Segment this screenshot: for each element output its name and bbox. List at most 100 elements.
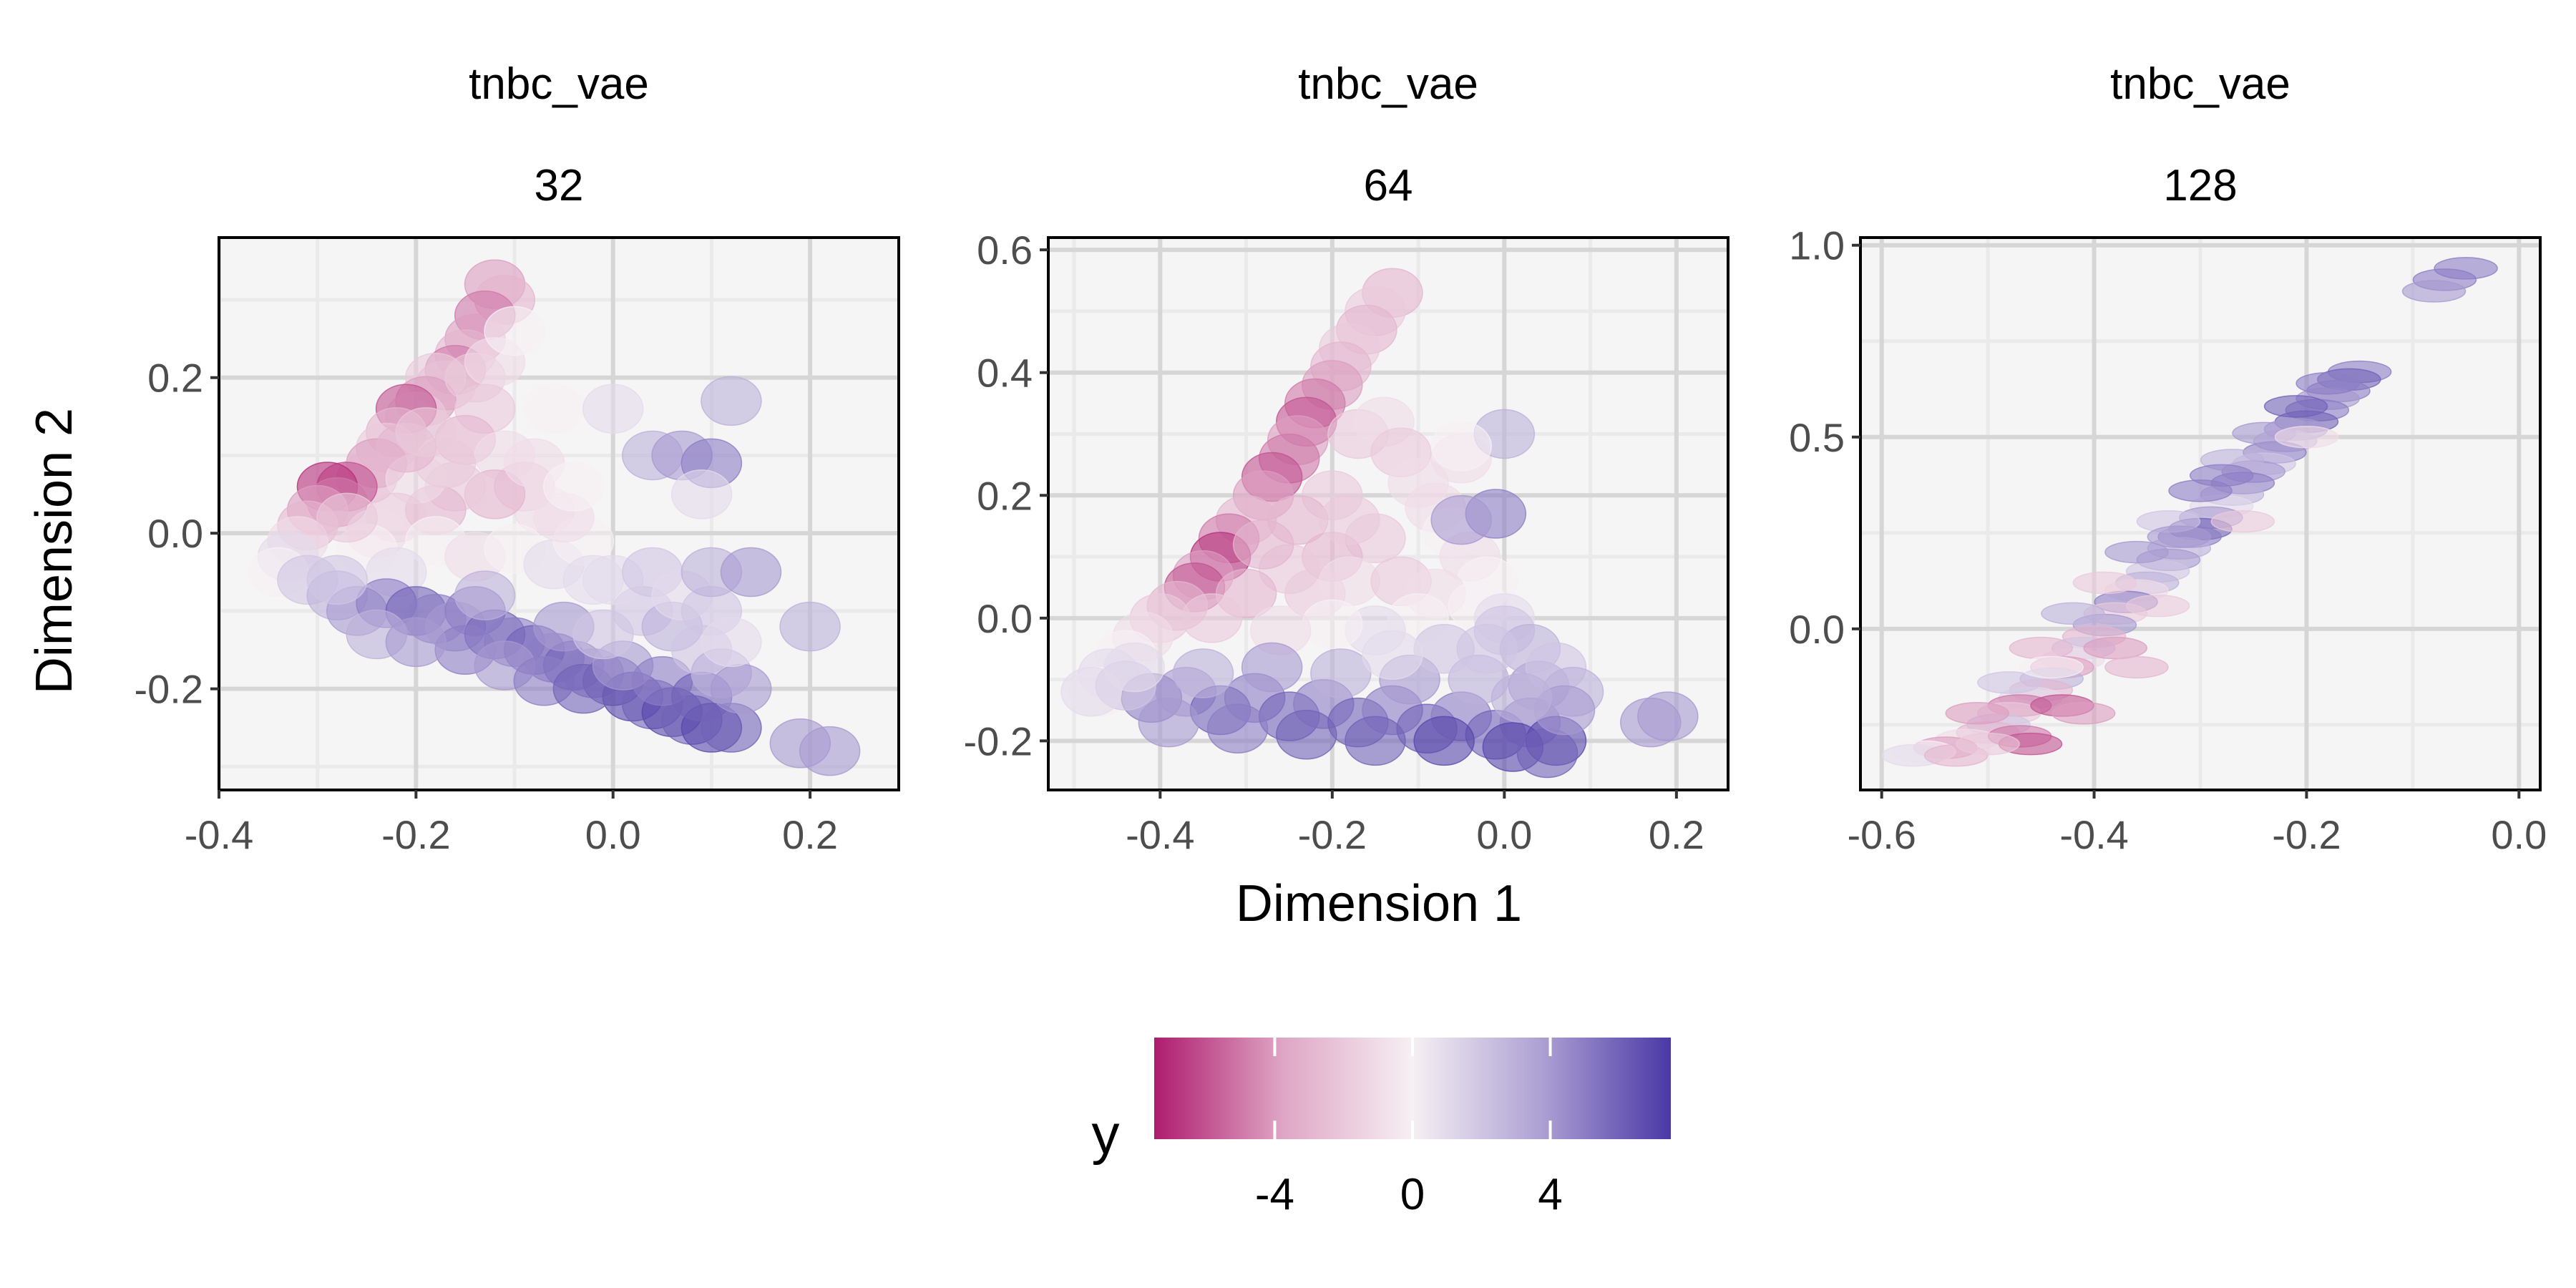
data-point (316, 492, 378, 543)
data-point (484, 306, 545, 356)
data-point (1138, 697, 1200, 748)
data-point (779, 601, 841, 652)
legend-ticks: -4 0 4 (1255, 1038, 1563, 1219)
color-legend: y -4 0 4 (1092, 1038, 1671, 1219)
data-point (2274, 426, 2339, 449)
data-point (1172, 648, 1234, 698)
strip-label-dim: 32 (535, 161, 584, 210)
strip-label-model: tnbc_vae (1298, 59, 1478, 109)
data-point (701, 376, 762, 426)
x-tick-label: -0.6 (1847, 812, 1916, 857)
data-point (1345, 716, 1406, 766)
y-tick-label: 0.4 (977, 351, 1033, 396)
data-point (2104, 540, 2169, 564)
data-point (1103, 642, 1166, 693)
data-point (2041, 602, 2105, 625)
data-point (1430, 421, 1492, 472)
y-tick-label: 0.0 (977, 596, 1033, 641)
data-point (1319, 494, 1380, 545)
panel-32: tnbc_vae 32 -0.4 -0.2 0.0 0.2 -0.2 0.0 0.2 (135, 59, 900, 857)
y-tick-label: 1.0 (1789, 223, 1845, 268)
data-point (1241, 642, 1303, 693)
x-tick-label: 0.2 (782, 812, 838, 857)
data-point (2147, 525, 2212, 548)
x-tick-label: 0.0 (1476, 812, 1532, 857)
legend-tick-label: 0 (1400, 1170, 1425, 1219)
data-point (2189, 464, 2254, 487)
data-point (2083, 636, 2147, 660)
data-point (2051, 702, 2116, 725)
x-tick-label: -0.2 (2272, 812, 2341, 857)
strip-label-model: tnbc_vae (469, 59, 649, 109)
legend-title: y (1092, 1103, 1120, 1166)
data-point (670, 469, 733, 519)
data-point (720, 547, 782, 597)
data-point (523, 384, 585, 434)
data-point (2296, 371, 2360, 395)
data-point (2072, 571, 2137, 595)
data-point (582, 384, 644, 434)
data-point (2401, 280, 2467, 303)
data-point (769, 718, 831, 769)
x-tick-label: -0.4 (185, 812, 254, 857)
data-point (1206, 703, 1269, 753)
data-point (1430, 494, 1492, 545)
x-tick-label: -0.4 (1126, 812, 1195, 857)
y-tick-label: -0.2 (964, 718, 1033, 763)
data-point (542, 462, 605, 512)
data-point (2104, 655, 2169, 679)
y-tick-label: 0.5 (1789, 415, 1845, 460)
data-point (2009, 636, 2074, 660)
y-axis-title: Dimension 2 (26, 408, 83, 694)
panel-border (1047, 236, 1729, 791)
data-point (1362, 630, 1423, 680)
data-point (1956, 732, 2020, 756)
data-point (572, 609, 634, 660)
scatter-points (247, 259, 861, 776)
x-axis-title: Dimension 1 (1236, 875, 1522, 932)
data-point (1302, 599, 1363, 650)
x-tick-label: 0.2 (1649, 812, 1704, 857)
data-point (1491, 673, 1553, 723)
y-tick-label: 0.0 (147, 511, 203, 556)
x-tick-label: -0.2 (381, 812, 451, 857)
scatter-points (1060, 268, 1699, 779)
data-point (1276, 710, 1337, 760)
data-point (395, 407, 457, 457)
data-point (1181, 593, 1243, 643)
strip-label-dim: 64 (1364, 161, 1413, 210)
y-tick-label: 0.6 (977, 228, 1033, 273)
data-point (1516, 728, 1579, 779)
panel-64: tnbc_vae 64 -0.4 -0.2 0.0 0.2 -0.2 0.0 0.2 0.4 0.6 (964, 59, 1729, 857)
strip-label-model: tnbc_vae (2110, 59, 2290, 109)
data-point (1413, 716, 1475, 766)
data-point (2019, 655, 2084, 679)
x-tick-label: -0.2 (1298, 812, 1367, 857)
data-point (701, 617, 762, 668)
data-point (1267, 494, 1329, 545)
data-point (1310, 648, 1372, 698)
y-tick-label: 0.0 (1789, 607, 1845, 652)
legend-tick-label: -4 (1255, 1170, 1294, 1219)
x-tick-label: -0.4 (2059, 812, 2129, 857)
panel-border (1859, 236, 2542, 791)
data-point (1637, 691, 1699, 741)
data-point (2263, 395, 2328, 418)
data-point (385, 617, 447, 668)
data-point (454, 570, 516, 620)
strip-label-dim: 128 (2163, 161, 2237, 210)
data-point (1945, 702, 2010, 725)
panel-128: tnbc_vae 128 -0.6 -0.4 -0.2 0.0 0.0 0.5 1.0 (1789, 59, 2547, 857)
data-point (1413, 623, 1475, 674)
x-tick-label: 0.0 (585, 812, 641, 857)
legend-tick-label: 4 (1538, 1170, 1562, 1219)
data-point (2210, 509, 2275, 533)
panel-border (218, 236, 900, 791)
data-point (1977, 671, 2041, 694)
y-tick-label: 0.2 (977, 473, 1033, 518)
y-tick-label: 0.2 (147, 356, 203, 401)
data-point (710, 663, 772, 714)
x-tick-label: 0.0 (2491, 812, 2547, 857)
